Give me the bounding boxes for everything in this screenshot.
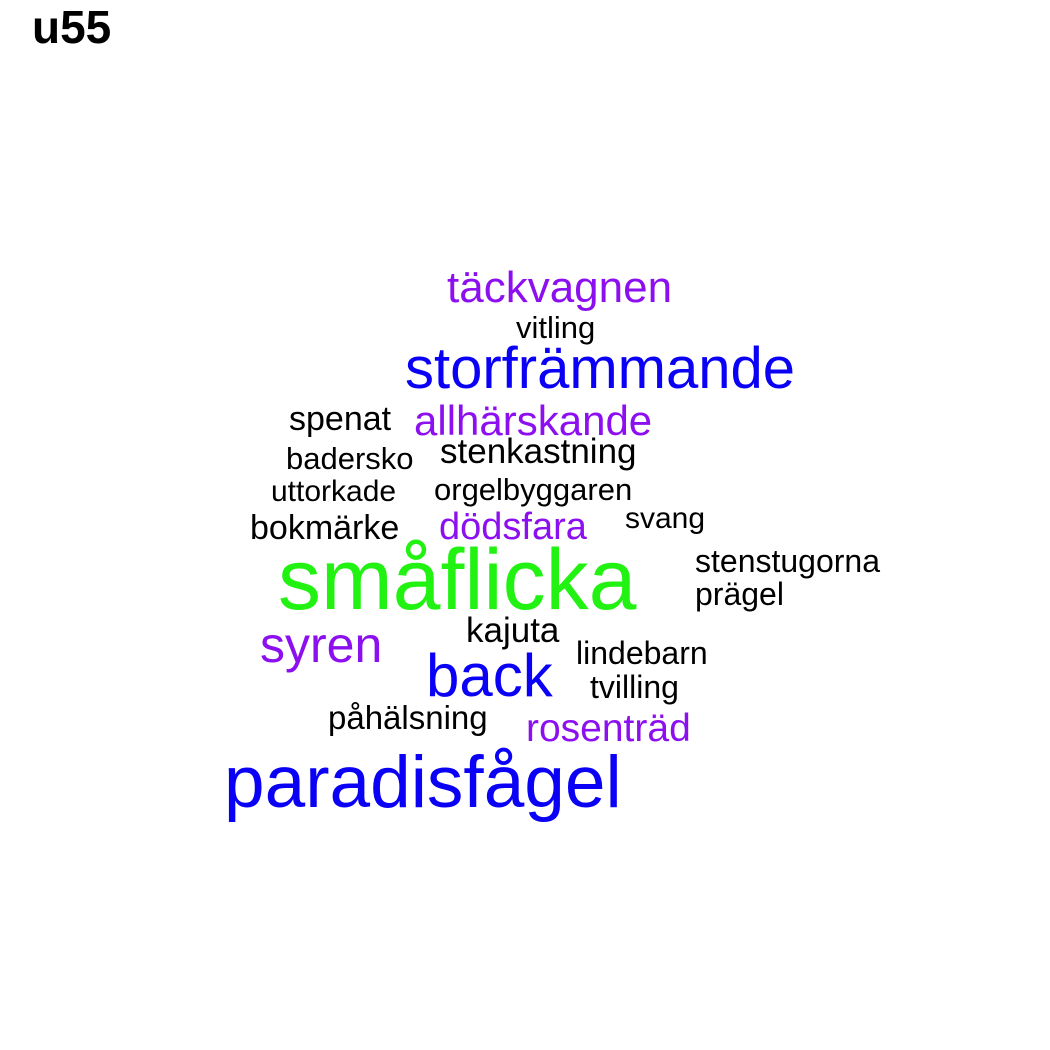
word-smaflicka: småflicka bbox=[278, 532, 637, 628]
word-stenstugorna: stenstugorna bbox=[695, 543, 881, 579]
word-paradisfagel: paradisfågel bbox=[224, 742, 622, 823]
page-title: u55 bbox=[32, 1, 112, 53]
word-orgelbyggaren: orgelbyggaren bbox=[434, 472, 633, 507]
word-bokmarke: bokmärke bbox=[250, 509, 400, 547]
word-uttorkade: uttorkade bbox=[271, 475, 397, 508]
word-lindebarn: lindebarn bbox=[576, 635, 708, 671]
word-vitling: vitling bbox=[516, 310, 596, 345]
word-kajuta: kajuta bbox=[466, 611, 560, 650]
word-back: back bbox=[426, 642, 553, 709]
word-dodsfara: dödsfara bbox=[439, 506, 587, 548]
word-pahalsning: påhälsning bbox=[328, 699, 488, 736]
word-spenat: spenat bbox=[289, 400, 392, 438]
word-badersko: badersko bbox=[286, 441, 414, 476]
word-allharskande: allhärskande bbox=[414, 397, 653, 444]
word-syren: syren bbox=[260, 617, 383, 673]
word-tackvagnen: täckvagnen bbox=[447, 263, 673, 312]
word-storframmande: storfrämmande bbox=[405, 336, 796, 401]
word-stenkastning: stenkastning bbox=[440, 432, 637, 471]
word-rosentrad: rosenträd bbox=[526, 707, 691, 750]
word-pragel: prägel bbox=[695, 576, 784, 612]
word-tvilling: tvilling bbox=[590, 669, 679, 705]
word-svang: svang bbox=[625, 502, 706, 535]
